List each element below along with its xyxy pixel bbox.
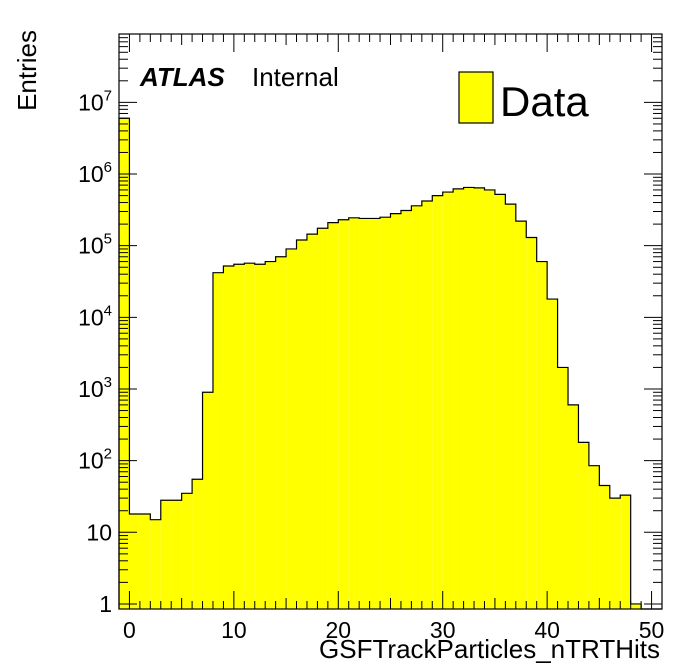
histogram-bar	[599, 485, 610, 609]
histogram-bar	[212, 272, 224, 609]
y-tick-label: 106	[78, 159, 112, 187]
histogram-bar	[139, 514, 151, 609]
x-tick-label: 10	[221, 617, 247, 643]
histogram-bar	[390, 213, 401, 609]
histogram-bar	[453, 188, 464, 609]
histogram-bar	[380, 217, 391, 610]
x-axis-label: GSFTrackParticles_nTRTHits	[319, 634, 660, 664]
histogram-bar	[515, 221, 527, 609]
histogram-bar	[578, 442, 589, 609]
histogram-bar	[348, 217, 360, 610]
histogram-bar	[150, 519, 161, 609]
histogram-bar	[192, 479, 203, 609]
histogram-bar	[265, 261, 276, 609]
histogram-bar	[484, 189, 495, 610]
histogram-bar	[620, 495, 631, 609]
internal-label: Internal	[252, 62, 339, 92]
histogram-bar	[171, 500, 182, 609]
histogram-bar	[119, 118, 130, 610]
histogram-bar	[327, 222, 339, 609]
histogram-bar	[463, 187, 475, 609]
legend-swatch-data	[458, 71, 494, 124]
y-tick-label: 107	[78, 87, 112, 115]
histogram-bar	[275, 256, 287, 609]
histogram-bar	[306, 234, 318, 609]
histogram-bars	[118, 117, 662, 610]
y-tick-label: 104	[78, 302, 112, 330]
histogram-bar	[317, 228, 328, 609]
legend-label-data: Data	[500, 78, 589, 125]
axis-tick-labels: 0 10 20 30 40 50 1 10 102 103 104 105 106 107	[78, 87, 664, 643]
histogram-bar	[223, 266, 234, 609]
histogram-bar	[536, 261, 548, 609]
histogram-bar	[630, 603, 642, 609]
histogram-bar	[609, 498, 621, 609]
histogram-bar	[494, 194, 506, 609]
x-tick-label: 50	[639, 617, 665, 643]
histogram-bar	[254, 264, 266, 609]
histogram-bar	[286, 248, 297, 609]
histogram-bar	[296, 240, 307, 609]
y-tick-label: 103	[78, 374, 112, 402]
atlas-label: ATLAS	[139, 62, 225, 92]
x-tick-label: 40	[534, 617, 560, 643]
histogram-bar	[202, 392, 213, 609]
histogram-bar	[233, 264, 245, 609]
histogram-bar	[338, 219, 349, 609]
histogram-bar	[568, 404, 579, 609]
histogram-bar	[421, 201, 433, 609]
histogram-bar	[588, 465, 600, 609]
histogram-bar	[129, 514, 140, 609]
histogram-bar	[547, 299, 558, 609]
y-tick-label: 102	[78, 446, 112, 474]
x-tick-label: 0	[123, 617, 136, 643]
y-tick-label: 1	[99, 591, 112, 617]
histogram-bar	[474, 187, 485, 609]
histogram-bar	[400, 210, 412, 609]
histogram-bar	[442, 192, 454, 609]
y-tick-label: 105	[78, 231, 112, 259]
histogram-bar	[432, 195, 443, 609]
histogram-outline	[118, 117, 662, 610]
y-tick-label: 10	[86, 519, 112, 545]
histogram-bar	[181, 493, 193, 609]
x-tick-label: 20	[325, 617, 351, 643]
y-axis-label: Entries	[12, 30, 42, 111]
x-tick-label: 30	[430, 617, 456, 643]
histogram-bar	[244, 263, 255, 609]
histogram-bar	[160, 500, 172, 609]
histogram-bar	[526, 237, 537, 609]
histogram-bar	[557, 367, 569, 609]
histogram-bar	[359, 218, 370, 609]
axis-ticks	[118, 33, 663, 609]
histogram-bar	[505, 204, 516, 609]
histogram-bar	[411, 205, 422, 609]
histogram-bar	[369, 218, 381, 609]
